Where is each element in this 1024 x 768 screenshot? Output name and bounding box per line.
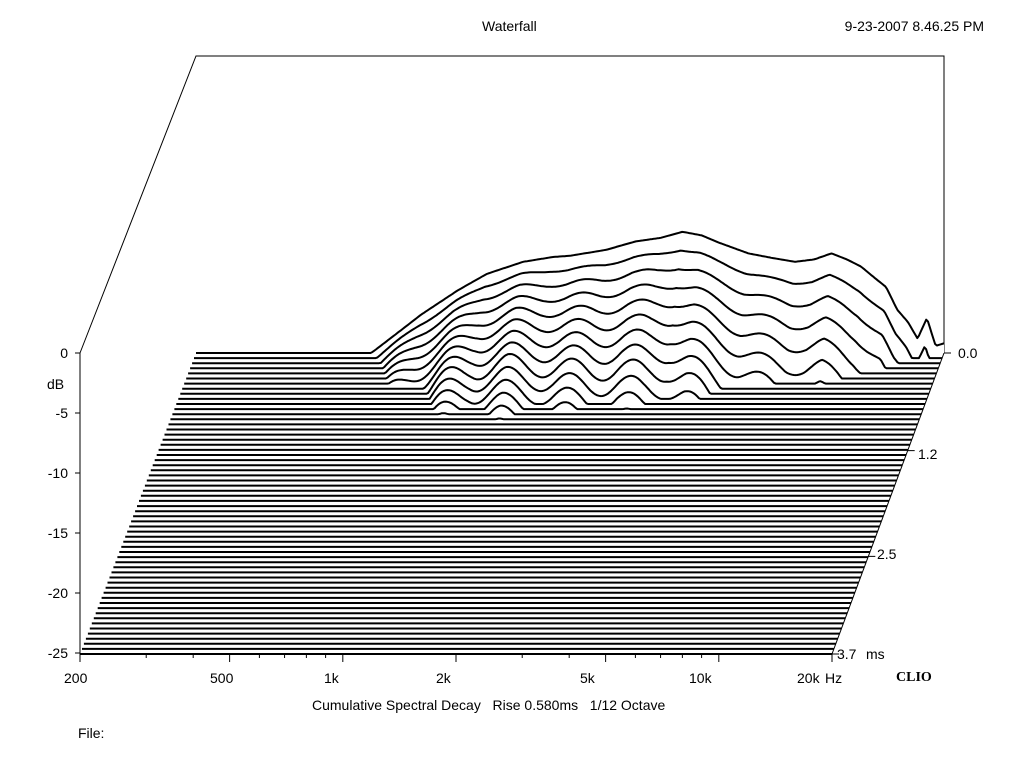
x-tick-label: 1k <box>324 670 339 686</box>
slice-fill <box>182 342 931 389</box>
decay-slice <box>178 365 927 400</box>
decay-slice <box>176 378 925 405</box>
y-tick-label: -10 <box>47 465 68 481</box>
chart-title: Waterfall <box>482 18 537 34</box>
z-tick-label: 2.5 <box>877 546 897 562</box>
x-tick-label: 5k <box>580 670 595 686</box>
decay-slice <box>184 328 933 385</box>
y-axis-label: dB <box>47 376 65 392</box>
decay-slice <box>188 298 937 375</box>
y-tick-label: -25 <box>47 645 68 661</box>
decay-slice <box>192 268 941 365</box>
z-tick-label: 0.0 <box>958 345 978 361</box>
z-tick-label: 3.7 <box>837 646 857 662</box>
y-tick-label: -15 <box>47 525 68 541</box>
y-tick-label: 0 <box>60 345 68 361</box>
decay-slice <box>180 353 929 395</box>
x-tick-label: 10k <box>689 670 712 686</box>
back-wall-outline <box>79 55 945 354</box>
decay-slice <box>194 249 943 360</box>
slice-fill <box>180 354 929 394</box>
decay-slice <box>174 391 924 411</box>
x-tick-label: 2k <box>436 670 451 686</box>
decay-slice <box>190 283 939 370</box>
x-tick-label: 200 <box>64 670 88 686</box>
decay-slice <box>172 404 922 416</box>
chart-caption: Cumulative Spectral Decay Rise 0.580ms 1… <box>312 697 666 713</box>
x-tick-label: 20k <box>797 670 820 686</box>
slice-fill <box>178 366 927 399</box>
y-tick-label: -5 <box>55 405 68 421</box>
x-tick-label: 500 <box>210 670 234 686</box>
timestamp: 9-23-2007 8.46.25 PM <box>844 18 984 34</box>
y-tick-label: -20 <box>47 585 68 601</box>
file-label: File: <box>78 725 105 741</box>
decay-slice <box>170 417 920 421</box>
clio-logo: CLIO <box>896 670 932 685</box>
x-axis-unit: Hz <box>825 670 843 686</box>
decay-slice <box>182 341 931 390</box>
decay-slice <box>196 230 945 354</box>
z-axis-unit: ms <box>866 646 885 662</box>
decay-slice <box>186 313 935 380</box>
z-tick-label: 1.2 <box>918 446 938 462</box>
